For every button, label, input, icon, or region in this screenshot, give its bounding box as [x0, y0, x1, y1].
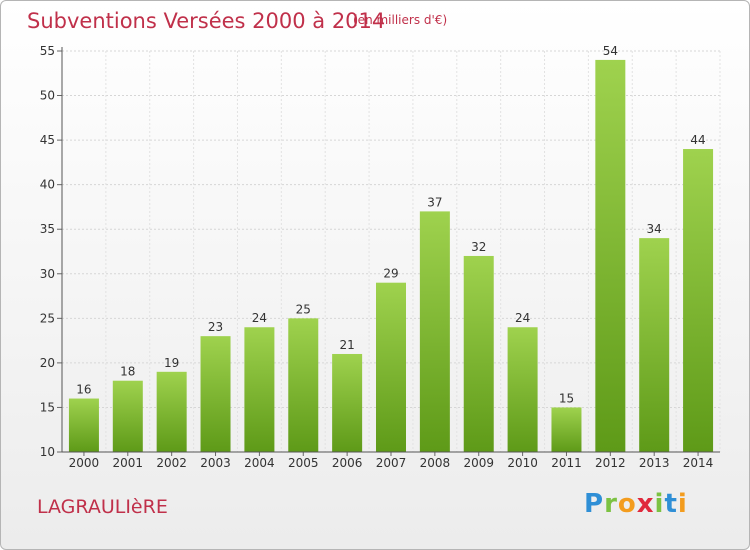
y-tick-label-20: 20: [40, 356, 55, 370]
value-label-2010: 24: [515, 311, 530, 325]
y-tick-label-10: 10: [40, 445, 55, 459]
value-label-2006: 21: [339, 338, 354, 352]
y-tick-label-35: 35: [40, 222, 55, 236]
x-tick-label-2001: 2001: [113, 456, 144, 470]
y-tick-label-55: 55: [40, 44, 55, 58]
y-tick-label-25: 25: [40, 311, 55, 325]
x-tick-label-2014: 2014: [683, 456, 714, 470]
x-tick-label-2009: 2009: [463, 456, 494, 470]
x-tick-label-2013: 2013: [639, 456, 670, 470]
bar-2010: [507, 327, 538, 452]
y-tick-label-30: 30: [40, 267, 55, 281]
x-tick-label-2008: 2008: [420, 456, 451, 470]
value-label-2003: 23: [208, 320, 223, 334]
x-tick-label-2005: 2005: [288, 456, 319, 470]
bar-2014: [683, 149, 714, 452]
bar-2009: [463, 255, 494, 452]
x-tick-label-2010: 2010: [507, 456, 538, 470]
value-label-2005: 25: [296, 302, 311, 316]
value-label-2012: 54: [603, 44, 618, 58]
value-label-2007: 29: [383, 267, 398, 281]
value-label-2002: 19: [164, 356, 179, 370]
x-tick-label-2003: 2003: [200, 456, 231, 470]
bar-2005: [288, 318, 319, 452]
value-label-2000: 16: [76, 383, 91, 397]
bars: 16 18 19 23 24 25 21 29 37 32 24 15 54 34 44: [68, 44, 714, 453]
commune-name: LAGRAULIèRE: [37, 496, 168, 518]
x-tick-label-2006: 2006: [332, 456, 363, 470]
value-label-2004: 24: [252, 311, 267, 325]
bar-2007: [376, 282, 406, 452]
proxiti-logo: Proxiti: [584, 489, 688, 519]
y-tick-label-45: 45: [40, 133, 55, 147]
bar-2000: [68, 398, 99, 452]
bar-2012: [595, 59, 626, 453]
bar-2001: [112, 380, 143, 452]
value-label-2014: 44: [690, 133, 705, 147]
x-tick-label-2011: 2011: [551, 456, 582, 470]
bar-2006: [332, 353, 363, 452]
y-tick-label-40: 40: [40, 178, 55, 192]
bar-2013: [639, 238, 670, 452]
value-label-2013: 34: [647, 222, 662, 236]
value-label-2011: 15: [559, 391, 574, 405]
x-tick-label-2000: 2000: [69, 456, 100, 470]
x-tick-label-2002: 2002: [156, 456, 187, 470]
bar-2011: [551, 407, 582, 452]
bar-2003: [200, 336, 231, 452]
y-tick-label-15: 15: [40, 400, 55, 414]
chart-subtitle: (en milliers d'€): [353, 13, 448, 27]
value-label-2001: 18: [120, 365, 135, 379]
bar-2002: [156, 371, 187, 452]
x-tick-label-2004: 2004: [244, 456, 275, 470]
value-label-2008: 37: [427, 195, 442, 209]
value-label-2009: 32: [471, 240, 486, 254]
bar-2008: [419, 211, 450, 452]
y-tick-label-50: 50: [40, 89, 55, 103]
x-tick-label-2012: 2012: [595, 456, 626, 470]
bar-2004: [244, 327, 275, 452]
axes: 10 15 20 25 30 35 40 45 50 55 2000 2001 2002 2003 2004…: [40, 44, 720, 470]
x-tick-label-2007: 2007: [376, 456, 407, 470]
chart-title: Subventions Versées 2000 à 2014: [27, 9, 386, 33]
